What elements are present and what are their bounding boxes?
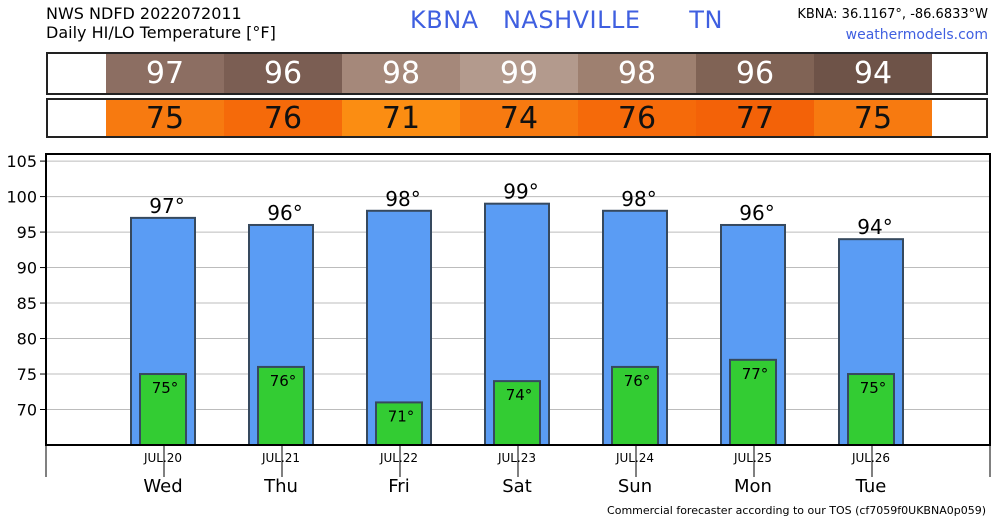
y-tick-label: 80 bbox=[17, 330, 37, 349]
day-label: Sun bbox=[618, 476, 652, 497]
day-label: Sat bbox=[502, 476, 532, 497]
day-label: Thu bbox=[263, 476, 298, 497]
high-temp-label: 94° bbox=[857, 215, 892, 239]
high-temp-label: 96° bbox=[267, 201, 302, 225]
low-temp-label: 75° bbox=[860, 379, 887, 397]
y-tick-label: 95 bbox=[17, 223, 37, 242]
high-temp-label: 99° bbox=[503, 180, 538, 204]
location-title: KBNA NASHVILLE TN bbox=[410, 6, 723, 34]
low-temp-label: 76° bbox=[624, 372, 651, 390]
date-label: JUL.21 bbox=[261, 451, 300, 465]
chart-subtitle: Daily HI/LO Temperature [°F] bbox=[46, 23, 276, 42]
high-temp-label: 98° bbox=[621, 187, 656, 211]
day-label: Fri bbox=[388, 476, 409, 497]
y-tick-label: 105 bbox=[6, 152, 37, 171]
model-run-label: NWS NDFD 2022072011 bbox=[46, 4, 242, 23]
date-label: JUL.20 bbox=[143, 451, 182, 465]
y-tick-label: 85 bbox=[17, 294, 37, 313]
site-link[interactable]: weathermodels.com bbox=[845, 27, 988, 43]
date-label: JUL.23 bbox=[497, 451, 536, 465]
day-label: Mon bbox=[734, 476, 772, 497]
low-temp-bar bbox=[847, 373, 895, 446]
date-label: JUL.22 bbox=[379, 451, 418, 465]
low-temp-bar bbox=[493, 380, 541, 446]
high-temp-cell: 98 bbox=[342, 54, 460, 93]
low-temp-bar bbox=[375, 401, 423, 447]
date-label: JUL.26 bbox=[851, 451, 890, 465]
high-temp-label: 96° bbox=[739, 201, 774, 225]
footer-disclaimer: Commercial forecaster according to our T… bbox=[607, 504, 986, 517]
low-temp-cell: 71 bbox=[342, 100, 460, 136]
high-temp-cell: 94 bbox=[814, 54, 932, 93]
y-tick-label: 90 bbox=[17, 259, 37, 278]
low-temp-cell: 74 bbox=[460, 100, 578, 136]
low-temp-label: 74° bbox=[506, 386, 533, 404]
day-label: Tue bbox=[855, 476, 887, 497]
y-tick-label: 70 bbox=[17, 401, 37, 420]
low-temp-label: 75° bbox=[152, 379, 179, 397]
low-temp-label: 77° bbox=[742, 365, 769, 383]
y-tick-label: 75 bbox=[17, 365, 37, 384]
low-temp-cell: 76 bbox=[578, 100, 696, 136]
low-temp-strip: 75 76 71 74 76 77 75 bbox=[46, 98, 988, 138]
low-temp-cell: 75 bbox=[106, 100, 224, 136]
y-tick-label: 100 bbox=[6, 188, 37, 207]
high-temp-strip: 97 96 98 99 98 96 94 bbox=[46, 52, 988, 95]
high-temp-label: 98° bbox=[385, 187, 420, 211]
high-temp-cell: 97 bbox=[106, 54, 224, 93]
low-temp-bar bbox=[729, 358, 777, 446]
low-temp-bar bbox=[257, 365, 305, 446]
date-label: JUL.24 bbox=[615, 451, 654, 465]
date-label: JUL.25 bbox=[733, 451, 772, 465]
header-left: NWS NDFD 2022072011 Daily HI/LO Temperat… bbox=[46, 4, 276, 42]
low-temp-label: 76° bbox=[270, 372, 297, 390]
low-temp-bar bbox=[611, 365, 659, 446]
low-temp-cell: 76 bbox=[224, 100, 342, 136]
low-temp-bar bbox=[139, 373, 187, 446]
day-label: Wed bbox=[143, 476, 182, 497]
low-temp-cell: 77 bbox=[696, 100, 814, 136]
low-temp-label: 71° bbox=[388, 407, 415, 425]
high-temp-cell: 98 bbox=[578, 54, 696, 93]
header-right: KBNA: 36.1167°, -86.6833°W weathermodels… bbox=[797, 5, 988, 45]
coordinates-label: KBNA: 36.1167°, -86.6833°W bbox=[797, 7, 988, 22]
high-temp-cell: 99 bbox=[460, 54, 578, 93]
high-temp-cell: 96 bbox=[224, 54, 342, 93]
high-temp-cell: 96 bbox=[696, 54, 814, 93]
high-temp-label: 97° bbox=[149, 194, 184, 218]
low-temp-cell: 75 bbox=[814, 100, 932, 136]
